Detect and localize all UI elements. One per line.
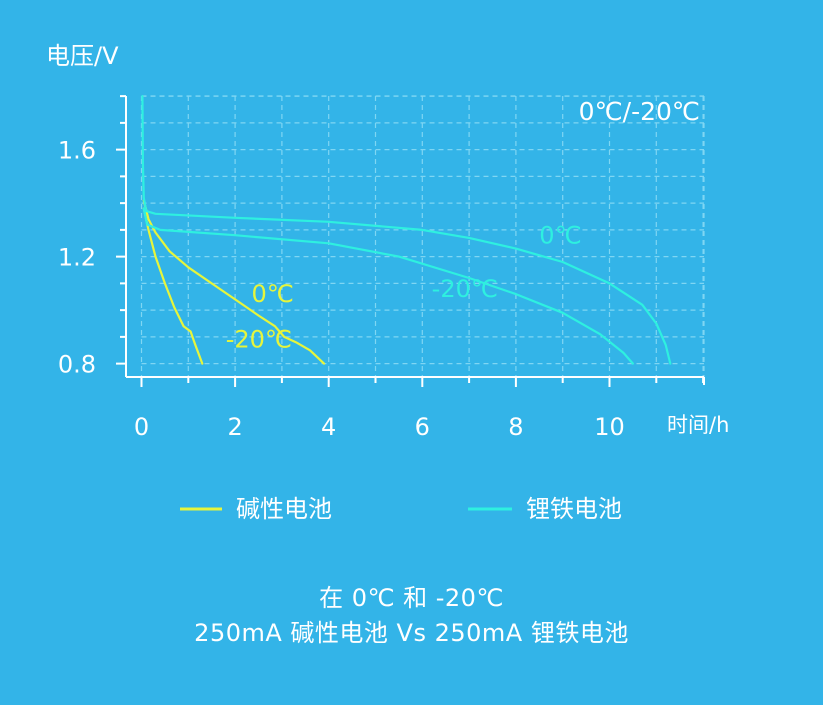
legend-item-lithium-iron: 锂铁电池	[468, 495, 622, 523]
x-axis-label: 时间/h	[667, 413, 729, 437]
x-tick-label: 6	[415, 413, 430, 441]
discharge-line-chart: 0 2 4 6 8 100.81.21.6 0℃-20℃0℃-20℃ 电压/V 时间/h …	[46, 42, 729, 523]
x-tick-label: 8	[508, 413, 523, 441]
series-line-0	[142, 199, 326, 365]
legend-item-alkaline: 碱性电池	[180, 495, 332, 523]
x-tick-label: 4	[321, 413, 336, 441]
caption-line-2: 250mA 碱性电池 Vs 250mA 锂铁电池	[194, 619, 629, 647]
x-tick-label: 10	[594, 413, 625, 441]
series-label-2: 0℃	[539, 221, 581, 249]
series-line-2	[141, 94, 672, 365]
y-tick-label: 0.8	[58, 351, 96, 379]
temperature-annotation: 0℃/-20℃	[579, 97, 700, 126]
series-labels: 0℃ -20℃ 0℃ -20℃	[226, 221, 582, 353]
series-line-3	[142, 207, 635, 365]
legend-label-lithium-iron: 锂铁电池	[526, 495, 622, 523]
x-tick-label: 0	[134, 413, 149, 441]
series	[141, 94, 672, 365]
series-label-3: -20℃	[432, 275, 498, 303]
y-tick-label: 1.2	[58, 244, 96, 272]
ticks: 0 2 4 6 8 10 0.8 1.2 1.6	[58, 95, 705, 441]
caption-line-1: 在 0℃ 和 -20℃	[319, 584, 504, 612]
axes	[125, 96, 704, 378]
series-label-0: 0℃	[251, 280, 293, 308]
legend-label-alkaline: 碱性电池	[236, 495, 332, 523]
legend: 碱性电池 锂铁电池	[180, 495, 622, 523]
y-axis-label: 电压/V	[46, 42, 119, 70]
series-label-1: -20℃	[226, 326, 292, 354]
series-line-1	[142, 207, 204, 365]
x-tick-label: 2	[227, 413, 242, 441]
y-tick-label: 1.6	[58, 137, 96, 165]
